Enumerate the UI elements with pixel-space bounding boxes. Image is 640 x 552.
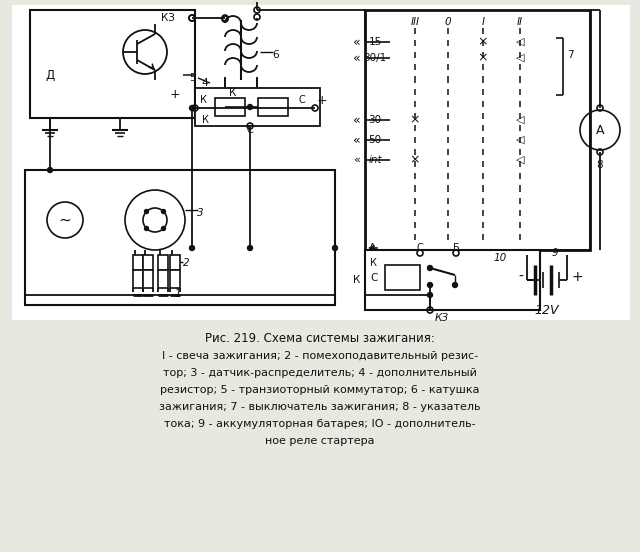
Bar [385, 265, 420, 290]
Text: ◁: ◁ [516, 53, 524, 63]
Bar [12, 5, 630, 320]
Circle shape [189, 105, 195, 110]
Text: +: + [317, 93, 327, 107]
Circle shape [47, 167, 52, 172]
Bar [143, 270, 153, 288]
Text: -: - [518, 270, 524, 284]
Text: ◁: ◁ [516, 37, 524, 47]
Text: ◁: ◁ [516, 115, 524, 125]
Text: 0: 0 [445, 17, 451, 27]
Text: 10: 10 [493, 253, 507, 263]
Text: С: С [298, 95, 305, 105]
Text: 1: 1 [175, 289, 181, 299]
Text: ◁: ◁ [516, 155, 524, 165]
Bar [143, 255, 153, 270]
Bar [365, 250, 540, 310]
Text: К: К [229, 88, 237, 98]
Text: ×: × [410, 114, 420, 126]
Text: К: К [353, 275, 360, 285]
Text: зажигания; 7 - выключатель зажигания; 8 - указатель: зажигания; 7 - выключатель зажигания; 8 … [159, 402, 481, 412]
Bar [158, 270, 168, 288]
Text: 7: 7 [566, 50, 573, 60]
Text: резистор; 5 - транзиоторный коммутатор; 6 - катушка: резистор; 5 - транзиоторный коммутатор; … [160, 385, 480, 395]
Bar [195, 88, 320, 126]
Text: I - свеча зажигания; 2 - помехоподавительный резис-: I - свеча зажигания; 2 - помехоподавител… [162, 351, 478, 361]
Text: «: « [353, 51, 361, 65]
Circle shape [248, 104, 253, 109]
Bar [158, 255, 168, 270]
Text: 5: 5 [189, 73, 195, 83]
Text: A: A [596, 124, 604, 136]
Text: К: К [370, 258, 377, 268]
Circle shape [428, 283, 433, 288]
Circle shape [452, 283, 458, 288]
Text: 9: 9 [552, 248, 558, 258]
Circle shape [145, 226, 148, 231]
Text: С: С [370, 273, 378, 283]
Text: С: С [246, 125, 253, 135]
Bar [215, 98, 245, 116]
Bar [365, 10, 590, 250]
Bar [170, 255, 180, 270]
Text: КЗ: КЗ [435, 313, 449, 323]
Text: «: « [353, 35, 361, 49]
Text: «: « [353, 134, 361, 146]
Text: 50: 50 [369, 135, 381, 145]
Bar [170, 270, 180, 288]
Circle shape [333, 246, 337, 251]
Text: 3: 3 [196, 208, 204, 218]
Circle shape [161, 210, 166, 214]
Text: Рис. 219. Схема системы зажигания:: Рис. 219. Схема системы зажигания: [205, 332, 435, 344]
Bar [133, 270, 143, 288]
Text: Б: Б [452, 243, 460, 253]
Text: +: + [571, 270, 583, 284]
Text: 8: 8 [596, 160, 604, 170]
Bar [258, 98, 288, 116]
Text: тор; 3 - датчик-распределитель; 4 - дополнительный: тор; 3 - датчик-распределитель; 4 - допо… [163, 368, 477, 378]
Text: 2: 2 [182, 258, 189, 268]
Text: int: int [368, 155, 382, 165]
Text: «: « [353, 114, 361, 126]
Circle shape [161, 226, 166, 231]
Text: 6: 6 [273, 50, 279, 60]
Text: ное реле стартера: ное реле стартера [265, 436, 375, 446]
Text: ×: × [477, 35, 488, 49]
Text: 30/1: 30/1 [364, 53, 387, 63]
Circle shape [189, 246, 195, 251]
Bar [133, 255, 143, 270]
Text: 15: 15 [369, 37, 381, 47]
Text: «: « [353, 155, 360, 165]
Text: ◁: ◁ [516, 135, 524, 145]
Text: тока; 9 - аккумуляторная батарея; IO - дополнитель-: тока; 9 - аккумуляторная батарея; IO - д… [164, 419, 476, 429]
Text: Д: Д [45, 68, 54, 82]
Text: 30: 30 [369, 115, 381, 125]
Text: I: I [481, 17, 484, 27]
Text: ×: × [410, 153, 420, 167]
Circle shape [428, 293, 433, 298]
Text: С: С [417, 243, 424, 253]
Bar [25, 170, 335, 305]
Text: +: + [170, 88, 180, 102]
Text: 12V: 12V [535, 304, 559, 316]
Circle shape [145, 210, 148, 214]
Text: II: II [517, 17, 523, 27]
Text: ~: ~ [59, 213, 72, 227]
Text: 4: 4 [202, 78, 208, 88]
Circle shape [428, 266, 433, 270]
Text: К: К [202, 115, 209, 125]
Text: К: К [200, 95, 207, 105]
Text: III: III [410, 17, 419, 27]
Circle shape [248, 246, 253, 251]
Text: А: А [369, 243, 376, 253]
Bar [30, 10, 195, 118]
Text: КЗ: КЗ [161, 13, 175, 23]
Text: ×: × [477, 51, 488, 65]
